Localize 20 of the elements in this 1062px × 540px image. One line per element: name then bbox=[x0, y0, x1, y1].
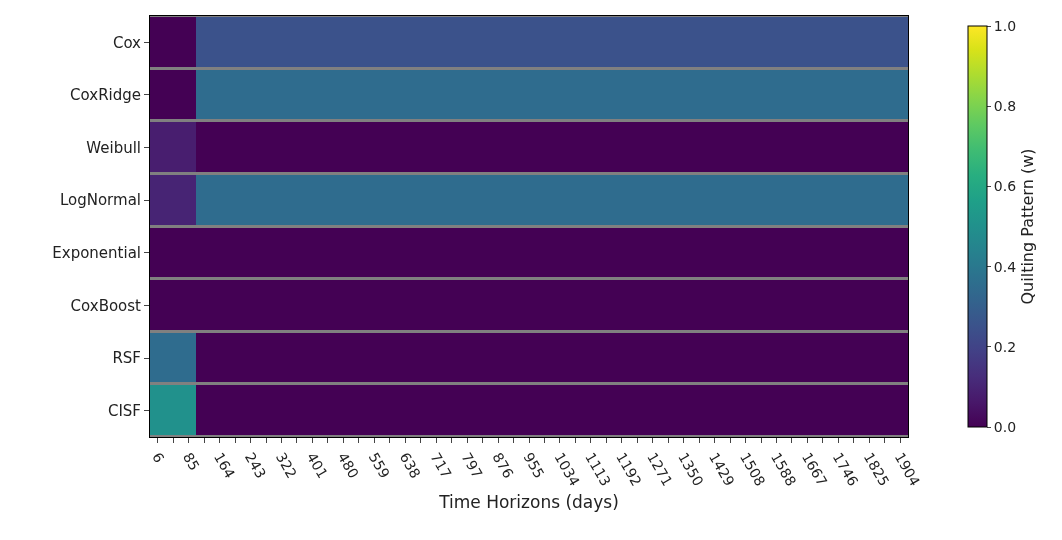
x-tick-label: 85 bbox=[180, 449, 203, 474]
x-tick-label: 480 bbox=[334, 449, 362, 481]
x-tick-label: 401 bbox=[303, 449, 331, 481]
x-axis-title: Time Horizons (days) bbox=[438, 492, 619, 513]
color-bar-label: 0.8 bbox=[993, 98, 1017, 115]
x-tick-label: 6 bbox=[149, 449, 168, 466]
color-bar-label: 0.2 bbox=[993, 338, 1017, 355]
y-tick-label: CoxRidge bbox=[70, 86, 141, 105]
y-tick-label: Weibull bbox=[86, 138, 141, 157]
color-bar-label: 1.0 bbox=[993, 17, 1017, 34]
color-bar-label: 0.6 bbox=[993, 178, 1017, 195]
color-bar-label: 0.4 bbox=[993, 258, 1017, 275]
color-bar-label: 0.0 bbox=[993, 418, 1017, 435]
y-tick-label: CoxBoost bbox=[70, 296, 142, 315]
y-tick-label: CISF bbox=[107, 401, 141, 420]
color-bar-title: Quilting Pattern (w) bbox=[1018, 148, 1038, 305]
y-tick-label: Cox bbox=[112, 33, 142, 52]
y-tick-label: Exponential bbox=[52, 244, 141, 263]
y-tick-label: RSF bbox=[112, 349, 141, 368]
y-tick-label: LogNormal bbox=[59, 191, 141, 210]
